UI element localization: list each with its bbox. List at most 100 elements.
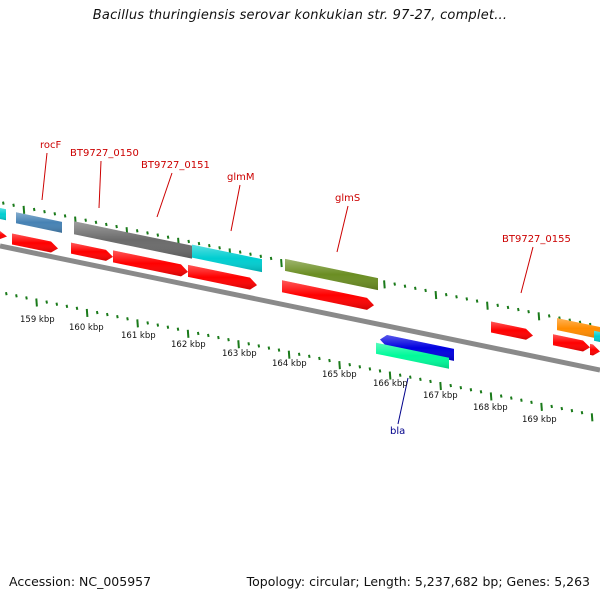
gene-block-orange-shade	[557, 318, 600, 339]
minor-tick	[105, 222, 108, 227]
minor-tick	[348, 363, 351, 367]
minor-tick	[166, 235, 170, 239]
major-tick	[434, 290, 438, 300]
minor-tick	[146, 321, 149, 325]
minor-tick	[156, 323, 160, 327]
label-leader-line	[41, 152, 48, 201]
minor-tick	[520, 398, 523, 402]
minor-tick	[207, 333, 210, 338]
minor-tick	[65, 304, 69, 308]
minor-tick	[517, 307, 520, 312]
minor-tick	[126, 317, 129, 321]
minor-tick	[429, 379, 432, 384]
minor-tick	[424, 288, 427, 293]
minor-tick	[419, 377, 422, 382]
minor-tick	[449, 383, 452, 388]
minor-tick	[53, 212, 57, 216]
minor-tick	[308, 354, 311, 359]
cds-arrow-shade	[282, 280, 374, 310]
cds-arrow-shade	[188, 264, 257, 290]
minor-tick	[146, 231, 149, 235]
minor-tick	[238, 250, 242, 254]
major-tick	[186, 329, 190, 338]
minor-tick	[187, 239, 190, 244]
minor-tick	[414, 286, 417, 290]
minor-tick	[75, 306, 79, 311]
label-leader-line	[98, 160, 102, 209]
label-leader-line	[520, 246, 534, 294]
gene-label: BT9727_0151	[141, 160, 210, 171]
scale-label: 161 kbp	[121, 331, 156, 341]
minor-tick	[510, 396, 513, 400]
minor-tick	[55, 302, 59, 306]
major-tick	[439, 381, 442, 391]
minor-tick	[547, 314, 551, 318]
minor-tick	[116, 315, 119, 319]
gene-block-bla-related-shade	[376, 342, 449, 369]
label-leader-line	[336, 205, 349, 253]
minor-tick	[550, 404, 553, 409]
accession-text: Accession: NC_005957	[9, 574, 152, 589]
lower-tick-track	[5, 292, 594, 422]
major-tick	[136, 319, 139, 328]
minor-tick	[197, 241, 201, 246]
major-tick	[35, 298, 38, 307]
topology-text: Topology: circular; Length: 5,237,682 bp…	[246, 574, 590, 589]
minor-tick	[166, 325, 170, 329]
minor-tick	[368, 367, 372, 371]
scale-label: 166 kbp	[373, 379, 408, 389]
genome-backbone	[0, 243, 600, 373]
minor-tick	[247, 342, 250, 346]
minor-tick	[409, 375, 412, 379]
minor-tick	[297, 352, 301, 356]
major-tick	[590, 413, 594, 422]
major-tick	[486, 301, 489, 310]
gene-block-BT9727_0150-shade	[74, 221, 192, 259]
minor-tick	[527, 309, 530, 314]
cds-arrow-shade	[491, 321, 533, 340]
cds-arrow-shade	[113, 250, 188, 277]
scale-label: 168 kbp	[473, 403, 508, 413]
minor-tick	[393, 282, 396, 286]
minor-tick	[176, 327, 180, 331]
major-tick	[383, 280, 386, 289]
minor-tick	[249, 252, 252, 256]
major-tick	[287, 350, 291, 359]
minor-tick	[479, 390, 483, 394]
minor-tick	[257, 344, 261, 348]
scale-label: 165 kbp	[322, 370, 357, 380]
gene-block-rocF-shade	[16, 212, 62, 233]
minor-tick	[259, 254, 263, 259]
scale-label: 167 kbp	[423, 391, 458, 401]
gene-block-glmS-shade	[285, 258, 378, 291]
cds-arrow-shade	[0, 231, 7, 239]
minor-tick	[530, 400, 533, 404]
minor-tick	[217, 335, 220, 340]
minor-tick	[398, 373, 402, 377]
major-tick	[338, 361, 341, 370]
minor-tick	[5, 292, 8, 296]
minor-tick	[218, 246, 221, 250]
scale-label: 164 kbp	[272, 359, 307, 369]
major-tick	[237, 340, 240, 349]
gene-block-cyan-right-shade	[594, 330, 600, 342]
scale-labels: 159 kbp 160 kbp 161 kbp 162 kbp 163 kbp 164 k…	[20, 315, 557, 425]
gene-label: glmM	[227, 172, 255, 183]
gene-label: rocF	[40, 140, 62, 151]
cds-arrow-shade	[553, 334, 590, 352]
minor-tick	[499, 394, 503, 398]
minor-tick	[560, 406, 564, 411]
minor-tick	[32, 207, 36, 212]
gene-label: BT9727_0155	[502, 234, 571, 245]
minor-tick	[459, 385, 463, 390]
minor-tick	[115, 224, 118, 229]
page-title: Bacillus thuringiensis serovar konkukian…	[92, 8, 508, 23]
minor-tick	[328, 358, 331, 363]
minor-tick	[469, 388, 473, 392]
minor-tick	[378, 369, 382, 373]
cds-arrow-bla-shade	[380, 334, 454, 361]
minor-tick	[475, 299, 479, 303]
minor-tick	[444, 292, 448, 297]
